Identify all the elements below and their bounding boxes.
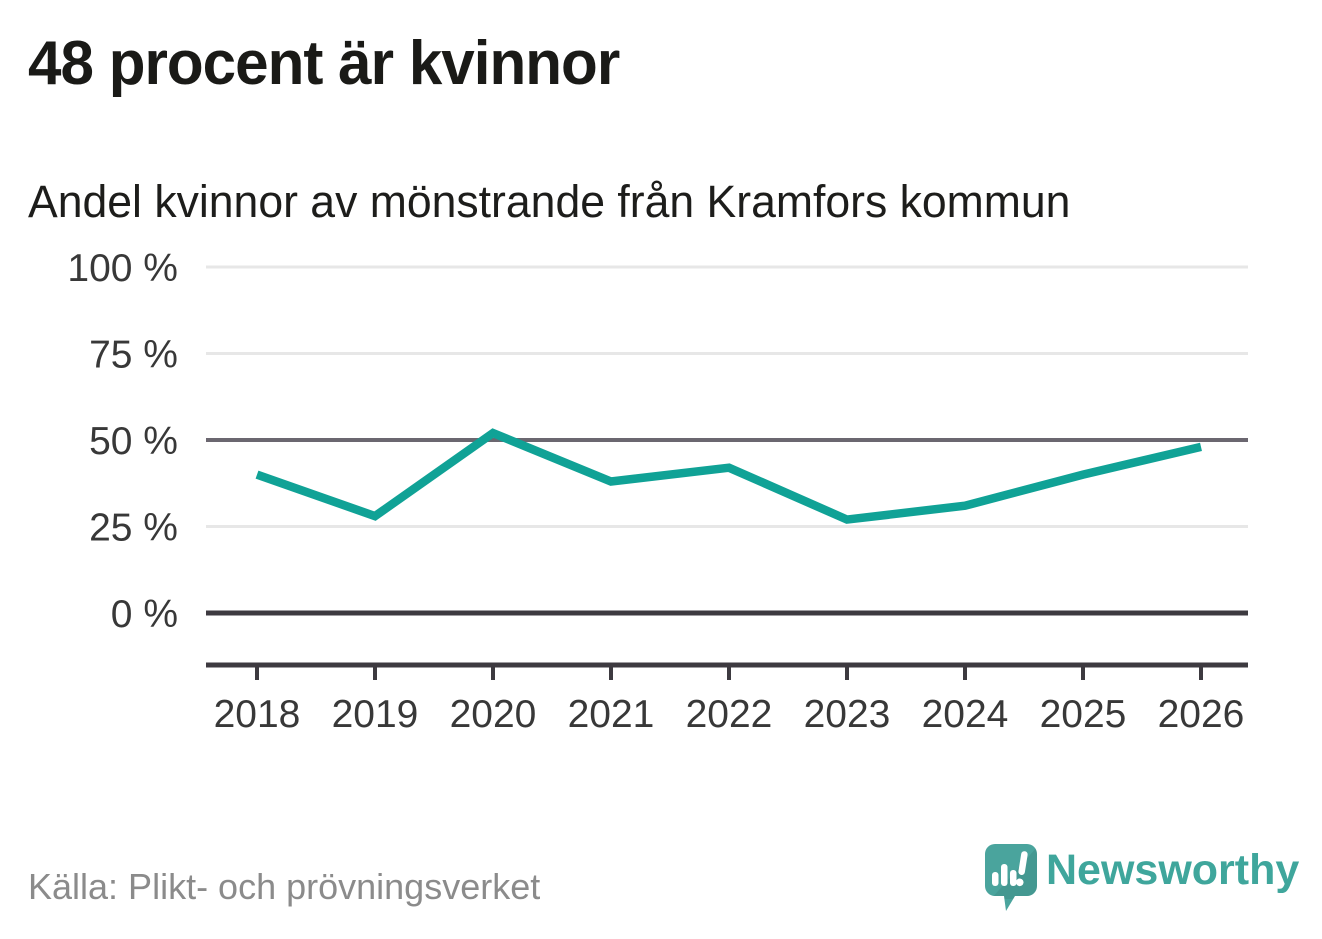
y-tick-label: 50 % [89, 420, 178, 463]
y-tick-label: 0 % [111, 593, 178, 636]
y-tick-label: 75 % [89, 334, 178, 377]
logo-bars [992, 864, 1017, 886]
logo-exclamation [1015, 851, 1028, 887]
headline: 48 procent är kvinnor [28, 29, 620, 98]
newsworthy-logo-icon [985, 844, 1037, 911]
x-tick-label: 2022 [686, 693, 773, 736]
logo-bubble [985, 844, 1037, 911]
x-tick-label: 2025 [1040, 693, 1127, 736]
x-tick-label: 2026 [1158, 693, 1245, 736]
x-tick-label: 2021 [568, 693, 655, 736]
brand-wordmark: Newsworthy [1046, 846, 1300, 894]
source-label: Källa: Plikt- och prövningsverket [28, 866, 541, 907]
x-tick-label: 2024 [922, 693, 1009, 736]
x-tick-label: 2018 [214, 693, 301, 736]
chart-title: Andel kvinnor av mönstrande från Kramfor… [28, 176, 1071, 227]
x-tick-label: 2020 [450, 693, 537, 736]
x-tick-label: 2019 [332, 693, 419, 736]
y-tick-label: 25 % [89, 507, 178, 550]
y-tick-label: 100 % [67, 247, 178, 290]
x-tick-label: 2023 [804, 693, 891, 736]
data-line-andel-kvinnor [255, 428, 1202, 524]
